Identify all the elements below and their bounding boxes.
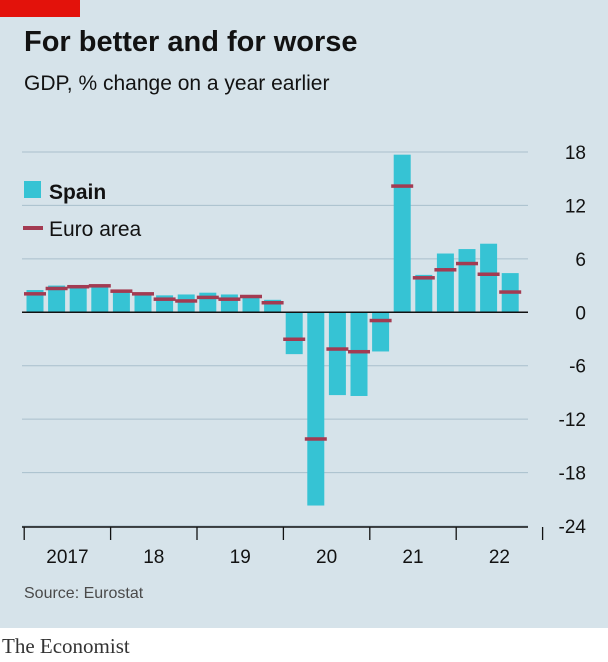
legend: Spain Euro area (23, 181, 142, 241)
spain-bar (350, 312, 368, 396)
brand-logo-text: The Economist (2, 634, 130, 658)
y-tick-label: 12 (565, 196, 586, 217)
x-tick-label: 2017 (46, 547, 88, 568)
spain-bar (372, 312, 390, 352)
x-tick-labels: 2017 18 19 20 21 22 (46, 547, 510, 568)
spain-bar (436, 253, 454, 313)
euro-area-marker (499, 290, 522, 294)
x-tick-label: 22 (489, 547, 510, 568)
legend-label-euro-area: Euro area (49, 218, 142, 241)
euro-area-marker (391, 184, 414, 188)
euro-area-marker (88, 284, 111, 288)
spain-bar (112, 291, 130, 313)
euro-area-marker (304, 437, 327, 441)
spain-bar (69, 285, 87, 313)
euro-area-marker (67, 284, 90, 289)
chart-subtitle: GDP, % change on a year earlier (24, 72, 330, 95)
legend-swatch-spain (24, 181, 41, 198)
y-tick-label: -18 (559, 464, 586, 485)
spain-bar (458, 249, 476, 313)
euro-area-marker (45, 286, 68, 291)
spain-bar (242, 296, 260, 313)
source-note: Source: Eurostat (24, 585, 144, 602)
euro-area-marker (175, 299, 198, 303)
x-tick-label: 20 (316, 547, 337, 568)
y-tick-label: 18 (565, 143, 586, 164)
legend-swatch-euro-area (23, 226, 43, 230)
y-tick-label: 6 (575, 250, 586, 271)
euro-area-marker (196, 295, 219, 300)
euro-area-markers (24, 184, 522, 441)
euro-area-marker (153, 297, 176, 301)
spain-bar (285, 312, 303, 355)
euro-area-marker (218, 297, 241, 301)
euro-area-marker (283, 337, 306, 341)
spain-bar (220, 294, 238, 313)
grid-lines (22, 151, 528, 527)
spain-bar (48, 285, 66, 313)
x-tick-label: 18 (143, 547, 164, 568)
spain-bar (134, 294, 152, 313)
spain-bar (393, 154, 411, 313)
euro-area-marker (240, 294, 262, 299)
y-tick-label: -24 (559, 517, 587, 538)
spain-bars (26, 154, 519, 506)
gdp-bar-chart: 18 12 6 0 -6 -12 -18 -24 2017 18 19 20 21 22 Spain E… (22, 143, 587, 568)
legend-label-spain: Spain (49, 181, 106, 204)
euro-area-marker (326, 347, 349, 351)
x-tick-label: 19 (230, 547, 251, 568)
spain-bar (199, 292, 217, 313)
y-tick-label: 0 (575, 303, 586, 324)
brand-accent-tag (0, 0, 80, 17)
euro-area-marker (348, 349, 370, 354)
euro-area-marker (132, 292, 154, 296)
x-axis (22, 311, 544, 540)
euro-area-marker (412, 276, 435, 280)
spain-bar (307, 312, 325, 506)
y-tick-label: -6 (569, 357, 586, 378)
euro-area-marker (477, 272, 500, 276)
spain-bar (177, 294, 195, 313)
euro-area-marker (369, 318, 392, 323)
chart-panel (0, 0, 608, 628)
y-tick-label: -12 (559, 410, 586, 431)
y-tick-labels: 18 12 6 0 -6 -12 -18 -24 (559, 143, 587, 538)
x-tick-label: 21 (402, 547, 423, 568)
spain-bar (328, 312, 346, 396)
euro-area-marker (434, 268, 457, 272)
spain-bar (415, 274, 433, 313)
euro-area-marker (456, 261, 478, 266)
chart-title: For better and for worse (24, 26, 358, 58)
euro-area-marker (24, 292, 46, 296)
spain-bar (480, 243, 498, 313)
spain-bar (91, 285, 109, 313)
spain-bar (26, 290, 44, 313)
euro-area-marker (261, 300, 284, 305)
euro-area-marker (110, 289, 133, 293)
